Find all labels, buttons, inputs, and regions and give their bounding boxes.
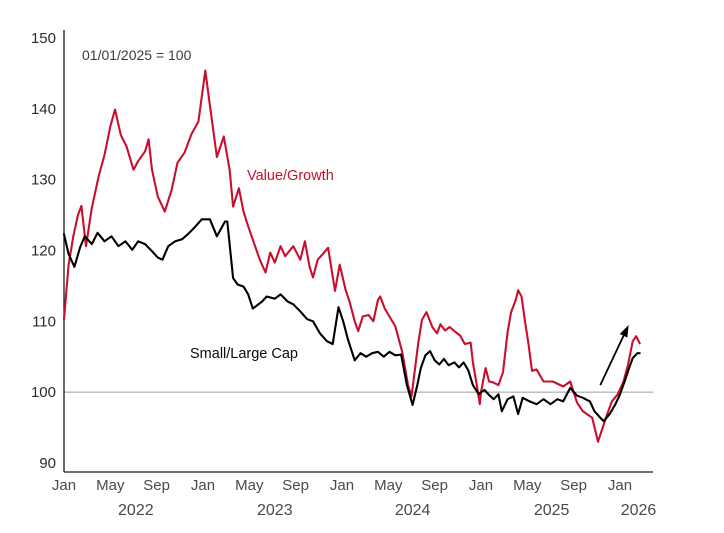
x-tick-label: May [513,477,542,494]
y-tick-label: 120 [31,242,56,259]
x-tick-label: Sep [143,477,170,494]
x-year-label: 2023 [257,502,293,519]
y-tick-label: 150 [31,30,56,47]
x-tick-label: Jan [469,477,493,494]
x-tick-label: May [96,477,125,494]
value-growth-line [62,69,641,443]
index-base-annotation: 01/01/2025 = 100 [82,47,192,63]
y-tick-label: 90 [39,455,56,472]
x-year-label: 2025 [534,502,570,519]
x-tick-label: Sep [282,477,309,494]
x-tick-label: Sep [560,477,587,494]
x-tick-label: Jan [191,477,215,494]
chart-generated-layer: 150 140 130 120 110 100 90 Jan May Sep Jan May Sep Ja… [31,30,656,519]
x-tick-label: Jan [52,477,76,494]
small-large-cap-line [62,218,641,423]
x-tick-label: Jan [330,477,354,494]
trend-arrow-shaft [599,335,625,386]
series-label-small-large-cap: Small/Large Cap [190,346,298,362]
y-tick-label: 140 [31,101,56,118]
trend-arrow-head [619,324,629,338]
y-tick-label: 130 [31,172,56,189]
series-label-value-growth: Value/Growth [247,168,334,184]
x-tick-label: May [374,477,403,494]
x-year-label: 2022 [118,502,154,519]
x-tick-label: Jan [608,477,632,494]
y-tick-label: 110 [32,313,56,330]
y-tick-label: 100 [31,384,56,401]
x-tick-label: May [235,477,264,494]
x-year-label: 2026 [621,502,657,519]
x-year-label: 2024 [395,502,431,519]
x-tick-label: Sep [421,477,448,494]
